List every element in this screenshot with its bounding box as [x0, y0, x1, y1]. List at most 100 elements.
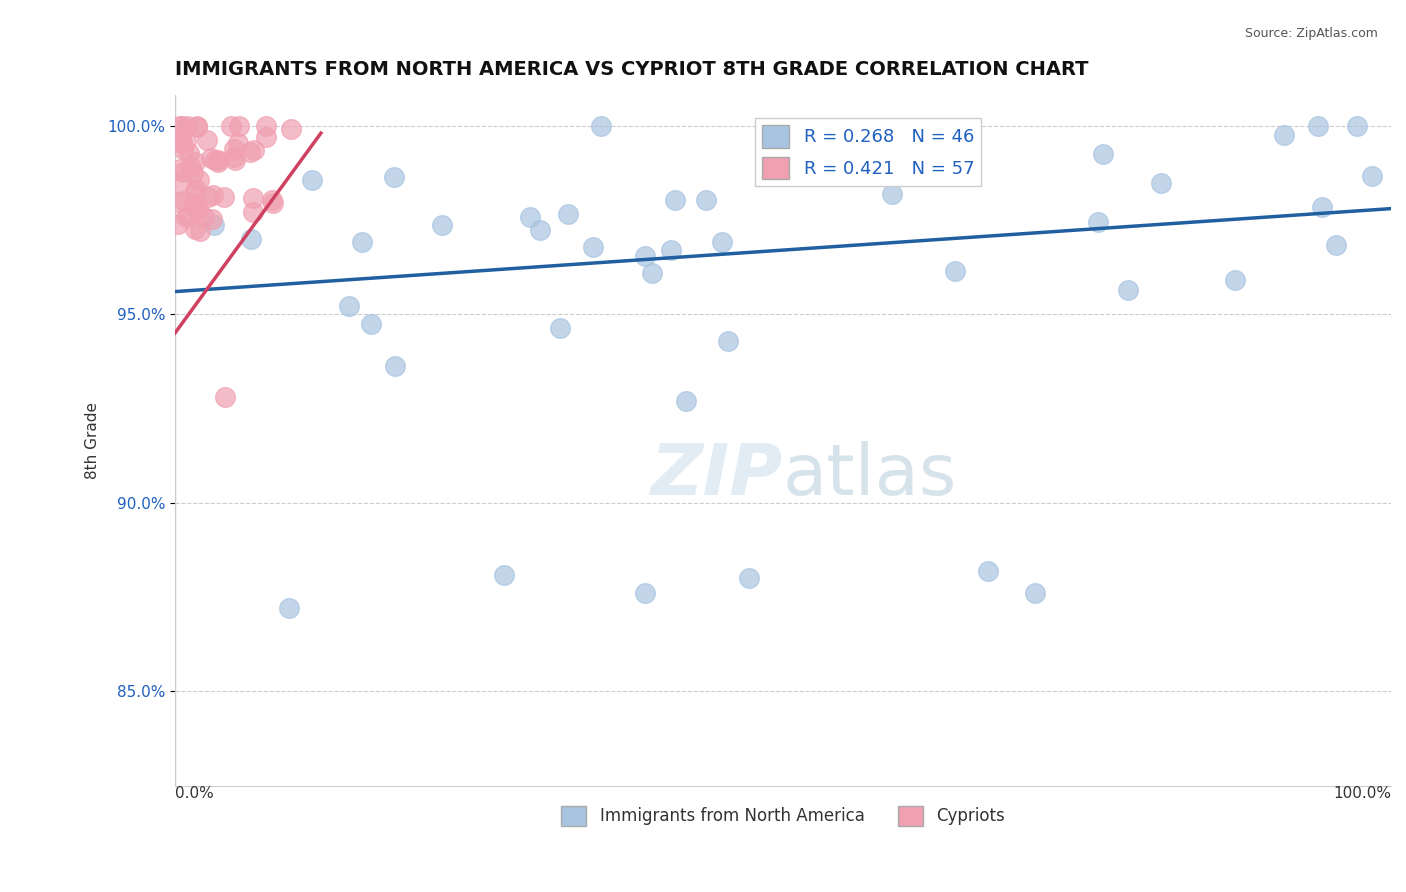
- Point: [589, 119, 612, 133]
- Point: [548, 320, 571, 334]
- Point: [1087, 215, 1109, 229]
- Point: [224, 153, 246, 167]
- Point: [519, 210, 541, 224]
- Point: [167, 177, 190, 191]
- Point: [661, 243, 683, 257]
- Point: [695, 194, 717, 208]
- Point: [382, 169, 405, 184]
- Point: [188, 172, 211, 186]
- Point: [943, 264, 966, 278]
- Point: [169, 161, 191, 176]
- Point: [170, 136, 193, 150]
- Point: [529, 223, 551, 237]
- Point: [202, 218, 225, 232]
- Point: [1024, 586, 1046, 600]
- Point: [186, 182, 208, 196]
- Point: [224, 150, 246, 164]
- Point: [1118, 283, 1140, 297]
- Point: [169, 119, 191, 133]
- Point: [239, 231, 262, 245]
- Point: [337, 299, 360, 313]
- Point: [173, 194, 195, 208]
- Point: [167, 217, 190, 231]
- Text: atlas: atlas: [783, 441, 957, 509]
- Point: [243, 143, 266, 157]
- Point: [882, 186, 904, 201]
- Point: [352, 235, 374, 249]
- Point: [184, 222, 207, 236]
- Text: ZIP: ZIP: [651, 441, 783, 509]
- Point: [212, 190, 235, 204]
- Point: [557, 207, 579, 221]
- Point: [280, 122, 302, 136]
- Point: [242, 191, 264, 205]
- Point: [675, 394, 697, 409]
- Point: [278, 601, 301, 615]
- Point: [1310, 200, 1333, 214]
- Point: [188, 224, 211, 238]
- Point: [301, 173, 323, 187]
- Point: [172, 165, 194, 179]
- Point: [254, 119, 277, 133]
- Point: [239, 145, 262, 159]
- Point: [214, 390, 236, 404]
- Point: [1306, 119, 1329, 133]
- Point: [866, 168, 889, 182]
- Point: [222, 142, 245, 156]
- Text: IMMIGRANTS FROM NORTH AMERICA VS CYPRIOT 8TH GRADE CORRELATION CHART: IMMIGRANTS FROM NORTH AMERICA VS CYPRIOT…: [174, 60, 1088, 78]
- Point: [207, 153, 229, 167]
- Point: [193, 210, 215, 224]
- Point: [201, 188, 224, 202]
- Point: [186, 203, 208, 218]
- Point: [711, 235, 734, 250]
- Point: [184, 198, 207, 212]
- Point: [1223, 273, 1246, 287]
- Point: [1150, 176, 1173, 190]
- Point: [922, 145, 945, 159]
- Point: [186, 120, 208, 135]
- Point: [492, 567, 515, 582]
- Point: [201, 212, 224, 227]
- Point: [738, 571, 761, 585]
- Point: [641, 266, 664, 280]
- Point: [181, 166, 204, 180]
- Text: 0.0%: 0.0%: [174, 786, 214, 801]
- Point: [177, 208, 200, 222]
- Point: [1091, 147, 1114, 161]
- Point: [1346, 119, 1368, 133]
- Point: [262, 196, 284, 211]
- Y-axis label: 8th Grade: 8th Grade: [86, 402, 100, 479]
- Point: [634, 586, 657, 600]
- Point: [187, 201, 209, 215]
- Legend: Immigrants from North America, Cypriots: Immigrants from North America, Cypriots: [554, 799, 1011, 832]
- Point: [904, 138, 927, 153]
- Point: [186, 119, 208, 133]
- Point: [1324, 238, 1347, 252]
- Point: [226, 136, 249, 151]
- Text: 100.0%: 100.0%: [1333, 786, 1391, 801]
- Point: [254, 130, 277, 145]
- Point: [183, 198, 205, 212]
- Point: [242, 205, 264, 219]
- Point: [664, 193, 686, 207]
- Point: [170, 119, 193, 133]
- Point: [219, 119, 242, 133]
- Point: [170, 133, 193, 147]
- Point: [977, 564, 1000, 578]
- Point: [360, 317, 382, 331]
- Point: [204, 153, 226, 167]
- Point: [167, 195, 190, 210]
- Text: Source: ZipAtlas.com: Source: ZipAtlas.com: [1244, 27, 1378, 40]
- Point: [177, 145, 200, 160]
- Point: [197, 190, 219, 204]
- Point: [384, 359, 406, 373]
- Point: [197, 133, 219, 147]
- Point: [207, 155, 229, 169]
- Point: [184, 154, 207, 169]
- Point: [634, 249, 657, 263]
- Point: [176, 119, 198, 133]
- Point: [262, 193, 284, 207]
- Point: [184, 185, 207, 199]
- Point: [1361, 169, 1384, 183]
- Point: [228, 119, 250, 133]
